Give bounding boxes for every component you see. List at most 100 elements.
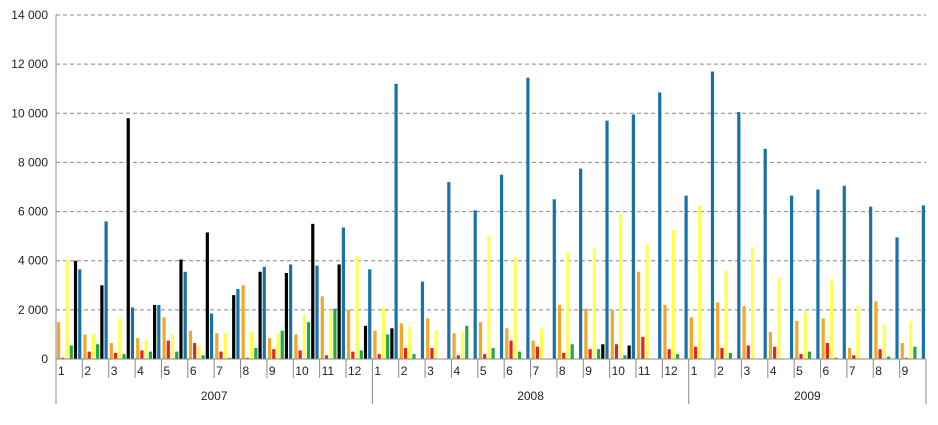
bar xyxy=(118,318,122,359)
bar xyxy=(201,355,205,359)
month-label: 5 xyxy=(163,364,170,378)
bar xyxy=(526,77,530,360)
bar xyxy=(73,260,78,359)
bar xyxy=(641,336,645,359)
bar xyxy=(179,259,183,359)
bar xyxy=(166,340,170,359)
bar xyxy=(763,148,767,359)
bar xyxy=(645,244,649,359)
y-tick-label: 14 000 xyxy=(11,8,48,22)
gridlines xyxy=(56,14,926,311)
bar xyxy=(799,354,803,359)
month-label: 4 xyxy=(137,364,144,378)
bar xyxy=(623,355,627,359)
bar xyxy=(720,347,724,359)
year-label: 2009 xyxy=(794,389,821,403)
month-label: 7 xyxy=(849,364,856,378)
bar xyxy=(803,311,807,359)
bar xyxy=(408,327,412,359)
bar xyxy=(540,328,544,359)
month-label: 3 xyxy=(743,364,750,378)
bar xyxy=(921,205,925,359)
month-label: 2 xyxy=(401,364,408,378)
bar xyxy=(746,345,750,359)
bar xyxy=(900,343,904,359)
bar xyxy=(913,346,917,359)
bar xyxy=(676,354,680,359)
y-tick-label: 8 000 xyxy=(18,155,48,169)
month-label: 5 xyxy=(480,364,487,378)
bar xyxy=(658,92,662,360)
bar xyxy=(750,247,755,359)
month-label: 3 xyxy=(427,364,434,378)
bar xyxy=(272,349,276,359)
month-label: 8 xyxy=(875,364,882,378)
bar xyxy=(627,345,631,359)
year-label: 2008 xyxy=(517,389,544,403)
month-label: 1 xyxy=(691,364,698,378)
bar xyxy=(104,221,108,359)
month-label: 11 xyxy=(638,364,651,378)
bar xyxy=(513,257,517,359)
bar xyxy=(355,255,359,359)
month-label: 5 xyxy=(796,364,803,378)
bar xyxy=(773,346,777,359)
y-tick-label: 6 000 xyxy=(18,205,48,219)
bar xyxy=(856,306,860,359)
bar xyxy=(821,318,825,359)
bar xyxy=(795,320,799,359)
bar xyxy=(215,333,219,359)
bar xyxy=(351,351,355,359)
y-tick-label: 0 xyxy=(41,352,48,366)
bar xyxy=(592,248,596,359)
bar xyxy=(394,83,398,360)
bar xyxy=(267,338,272,359)
bar xyxy=(671,230,676,359)
bar xyxy=(386,334,390,359)
bar xyxy=(91,334,96,359)
bar xyxy=(236,288,240,359)
bars xyxy=(57,71,925,360)
bar xyxy=(262,266,266,359)
bar xyxy=(698,205,702,359)
bar xyxy=(258,271,262,359)
bar xyxy=(614,344,619,359)
bar xyxy=(834,357,838,359)
bar xyxy=(509,340,513,359)
bar xyxy=(83,334,87,359)
bar xyxy=(566,252,570,359)
bar xyxy=(588,349,592,359)
bar xyxy=(205,232,209,359)
bar xyxy=(601,344,605,359)
bar xyxy=(728,352,732,359)
y-tick-label: 4 000 xyxy=(18,254,48,268)
bar xyxy=(100,285,104,359)
bar xyxy=(535,346,539,359)
axes xyxy=(55,15,927,404)
bar xyxy=(473,210,477,359)
bar xyxy=(610,309,614,359)
bar xyxy=(693,346,698,359)
bar xyxy=(170,334,175,359)
bar xyxy=(359,350,363,359)
bar xyxy=(324,355,329,359)
bar xyxy=(768,331,773,359)
bar xyxy=(298,350,302,359)
month-label: 4 xyxy=(770,364,777,378)
year-label: 2007 xyxy=(201,389,228,403)
bar xyxy=(381,307,386,359)
bar xyxy=(188,330,193,359)
bar xyxy=(329,311,333,359)
bar xyxy=(294,334,298,359)
bar xyxy=(183,271,187,359)
month-label: 2 xyxy=(84,364,91,378)
bar xyxy=(130,307,135,359)
month-label: 2 xyxy=(717,364,724,378)
bar xyxy=(684,195,688,359)
tick-labels: 0 2 000 4 000 6 000 8 000 10 000 12 000 14 000 1… xyxy=(11,8,908,403)
month-label: 7 xyxy=(216,364,223,378)
month-label: 9 xyxy=(902,364,909,378)
bar xyxy=(65,259,69,359)
bar xyxy=(478,322,483,359)
